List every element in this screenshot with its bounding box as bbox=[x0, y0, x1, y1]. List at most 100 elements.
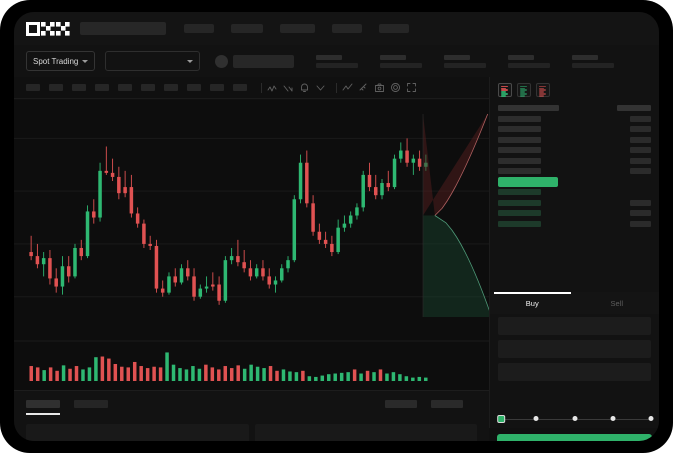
volume-bar bbox=[320, 375, 325, 381]
column-header-amount bbox=[617, 105, 651, 112]
settings-gear-icon[interactable] bbox=[390, 82, 401, 93]
interval-button-7[interactable] bbox=[164, 84, 178, 91]
candle bbox=[242, 250, 246, 273]
volume-bar bbox=[352, 369, 357, 381]
tab-open-orders[interactable] bbox=[26, 399, 60, 415]
stat-label bbox=[316, 54, 343, 60]
tab-sell[interactable]: Sell bbox=[610, 298, 623, 308]
stat-label bbox=[444, 54, 471, 60]
tab-right-2[interactable] bbox=[431, 399, 463, 408]
interval-button-3[interactable] bbox=[72, 84, 86, 91]
slider-stop-75[interactable] bbox=[610, 416, 616, 421]
slider-stop-100[interactable] bbox=[648, 416, 654, 421]
volume-bar bbox=[191, 366, 195, 381]
candle bbox=[66, 256, 71, 283]
order-book-row[interactable] bbox=[498, 135, 651, 146]
order-total-field[interactable] bbox=[498, 363, 651, 381]
trend-line-icon[interactable] bbox=[342, 82, 353, 93]
order-book-row[interactable] bbox=[498, 145, 651, 156]
header-nav-item-2[interactable] bbox=[231, 24, 263, 33]
candle bbox=[48, 250, 52, 285]
ruler-icon[interactable] bbox=[358, 82, 369, 93]
order-book-row[interactable] bbox=[498, 219, 651, 230]
interval-button-9[interactable] bbox=[210, 84, 224, 91]
volume-bar bbox=[417, 376, 422, 381]
chevron-down-icon bbox=[187, 59, 194, 63]
candle bbox=[280, 264, 284, 283]
indicator-wave-icon[interactable] bbox=[267, 82, 278, 93]
volume-bar bbox=[42, 370, 46, 381]
volume-bar bbox=[87, 367, 92, 381]
spot-trading-dropdown[interactable]: Spot Trading bbox=[26, 51, 96, 71]
interval-button-4[interactable] bbox=[95, 84, 109, 91]
stat-volume bbox=[572, 54, 615, 68]
order-book-row[interactable] bbox=[498, 198, 651, 209]
header-nav-item-3[interactable] bbox=[280, 24, 315, 33]
order-book-row[interactable] bbox=[498, 114, 651, 125]
alert-bell-icon[interactable] bbox=[299, 82, 310, 93]
order-book-row[interactable] bbox=[498, 156, 651, 167]
interval-button-2[interactable] bbox=[49, 84, 63, 91]
tab-right-1[interactable] bbox=[385, 399, 417, 408]
order-book-amount-bar bbox=[629, 220, 651, 227]
order-book-last-price-row[interactable] bbox=[498, 176, 651, 188]
interval-button-1[interactable] bbox=[26, 84, 40, 91]
camera-icon[interactable] bbox=[374, 82, 385, 93]
order-book-price-bar bbox=[498, 126, 541, 133]
volume-bar bbox=[229, 368, 234, 381]
tab-order-history[interactable] bbox=[74, 399, 108, 408]
candle bbox=[148, 235, 152, 251]
interval-button-5[interactable] bbox=[118, 84, 132, 91]
interval-button-6[interactable] bbox=[141, 84, 155, 91]
orderbook-mode-both[interactable] bbox=[498, 83, 512, 97]
interval-button-8[interactable] bbox=[187, 84, 201, 91]
orders-tabbar bbox=[14, 390, 489, 416]
okx-logo[interactable]: OKX bbox=[26, 21, 70, 36]
volume-bar bbox=[210, 367, 215, 381]
candle bbox=[298, 154, 303, 204]
stat-label bbox=[508, 54, 535, 60]
volume-bar bbox=[145, 368, 150, 381]
stat-value bbox=[444, 62, 487, 68]
order-book-price-bar bbox=[498, 136, 541, 143]
candle bbox=[355, 203, 359, 220]
volume-bar bbox=[404, 376, 409, 381]
slider-stop-50[interactable] bbox=[572, 416, 577, 421]
candle bbox=[142, 219, 146, 248]
candle bbox=[104, 146, 109, 175]
trading-pair-dropdown[interactable] bbox=[105, 51, 201, 71]
fullscreen-icon[interactable] bbox=[406, 82, 417, 93]
header-nav-item-4[interactable] bbox=[332, 24, 362, 33]
order-price-field[interactable] bbox=[498, 317, 651, 335]
candle bbox=[336, 219, 340, 255]
tab-buy[interactable]: Buy bbox=[490, 292, 575, 314]
orderbook-mode-asks[interactable] bbox=[536, 83, 550, 97]
orderbook-mode-bids[interactable] bbox=[517, 83, 531, 97]
amount-percent-slider[interactable] bbox=[489, 410, 659, 428]
volume-chart[interactable] bbox=[14, 335, 489, 390]
order-book-row[interactable] bbox=[498, 187, 651, 198]
buy-submit-button[interactable] bbox=[497, 434, 652, 441]
candle bbox=[267, 268, 271, 289]
slider-stop-25[interactable] bbox=[533, 416, 539, 421]
volume-bar bbox=[152, 366, 156, 381]
order-book-row[interactable] bbox=[498, 208, 651, 219]
candle bbox=[292, 195, 297, 263]
slider-track[interactable] bbox=[497, 414, 654, 423]
slider-handle[interactable] bbox=[497, 414, 506, 423]
search-input[interactable] bbox=[80, 22, 166, 35]
volume-bar bbox=[372, 372, 376, 381]
order-book-row[interactable] bbox=[498, 124, 651, 135]
spot-trading-label: Spot Trading bbox=[33, 56, 79, 66]
volume-bar bbox=[339, 372, 344, 381]
header-nav-item-1[interactable] bbox=[184, 24, 214, 33]
candle bbox=[323, 231, 328, 248]
interval-button-10[interactable] bbox=[233, 84, 247, 91]
price-chart[interactable] bbox=[14, 100, 489, 335]
order-book-panel bbox=[489, 77, 659, 292]
header-nav-item-5[interactable] bbox=[379, 24, 409, 33]
order-book-row[interactable] bbox=[498, 166, 651, 177]
compare-icon[interactable] bbox=[283, 82, 294, 93]
chevron-down-icon[interactable] bbox=[315, 82, 326, 93]
order-amount-field[interactable] bbox=[498, 340, 651, 358]
